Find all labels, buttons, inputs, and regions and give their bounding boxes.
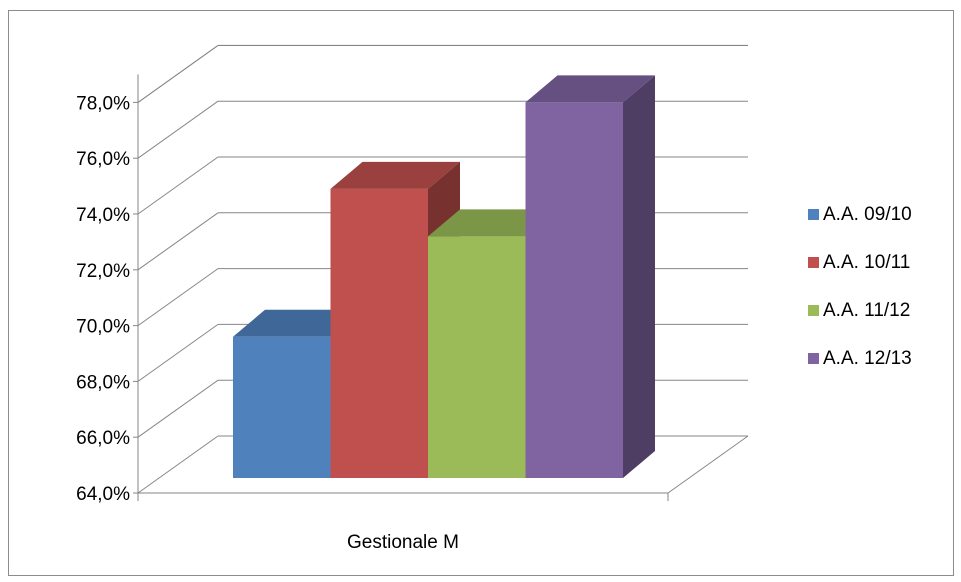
legend-swatch: [808, 257, 819, 268]
legend-label: A.A. 12/13: [823, 348, 912, 369]
y-tick-label: 66,0%: [76, 428, 130, 449]
bar-front-face: [428, 236, 526, 478]
legend-label: A.A. 11/12: [823, 300, 910, 321]
bar-front-face: [233, 337, 331, 478]
legend-swatch: [808, 209, 819, 220]
category-labels: Gestionale M: [347, 532, 459, 553]
gridline-top-side: [138, 46, 218, 103]
bars: [233, 75, 655, 478]
y-tick-label: 64,0%: [76, 484, 130, 505]
y-tick-label: 72,0%: [76, 261, 130, 282]
legend-item: A.A. 10/11: [808, 252, 910, 273]
bar-front-face: [526, 102, 624, 478]
y-tick-label: 78,0%: [76, 93, 130, 114]
legend-item: A.A. 11/12: [808, 300, 910, 321]
gridline-side: [138, 436, 218, 493]
bar-front-face: [331, 189, 429, 478]
floor-right-edge: [668, 436, 748, 493]
gridline-side: [138, 101, 218, 158]
gridline-side: [138, 380, 218, 437]
legend-swatch: [808, 305, 819, 316]
bar-side-face: [623, 75, 655, 478]
legend-swatch: [808, 353, 819, 364]
bar-4: [526, 75, 656, 478]
gridline-side: [138, 269, 218, 326]
y-tick-label: 76,0%: [76, 149, 130, 170]
legend-label: A.A. 10/11: [823, 252, 910, 273]
legend-item: A.A. 09/10: [808, 204, 912, 225]
legend-label: A.A. 09/10: [823, 204, 912, 225]
legend: A.A. 09/10 A.A. 10/11 A.A. 11/12 A.A. 12/13: [808, 204, 912, 369]
y-tick-label: 70,0%: [76, 317, 130, 338]
category-label: Gestionale M: [347, 532, 459, 553]
y-tick-label: 68,0%: [76, 372, 130, 393]
gridline: [138, 45, 748, 102]
gridline-side: [138, 324, 218, 381]
gridline: [138, 101, 748, 158]
y-tick-label: 74,0%: [76, 205, 130, 226]
legend-item: A.A. 12/13: [808, 348, 912, 369]
gridline-side: [138, 213, 218, 270]
gridline-side: [138, 157, 218, 214]
y-tick-labels: 64,0% 66,0% 68,0% 70,0% 72,0% 74,0% 76,0% 78,0%: [76, 93, 130, 505]
